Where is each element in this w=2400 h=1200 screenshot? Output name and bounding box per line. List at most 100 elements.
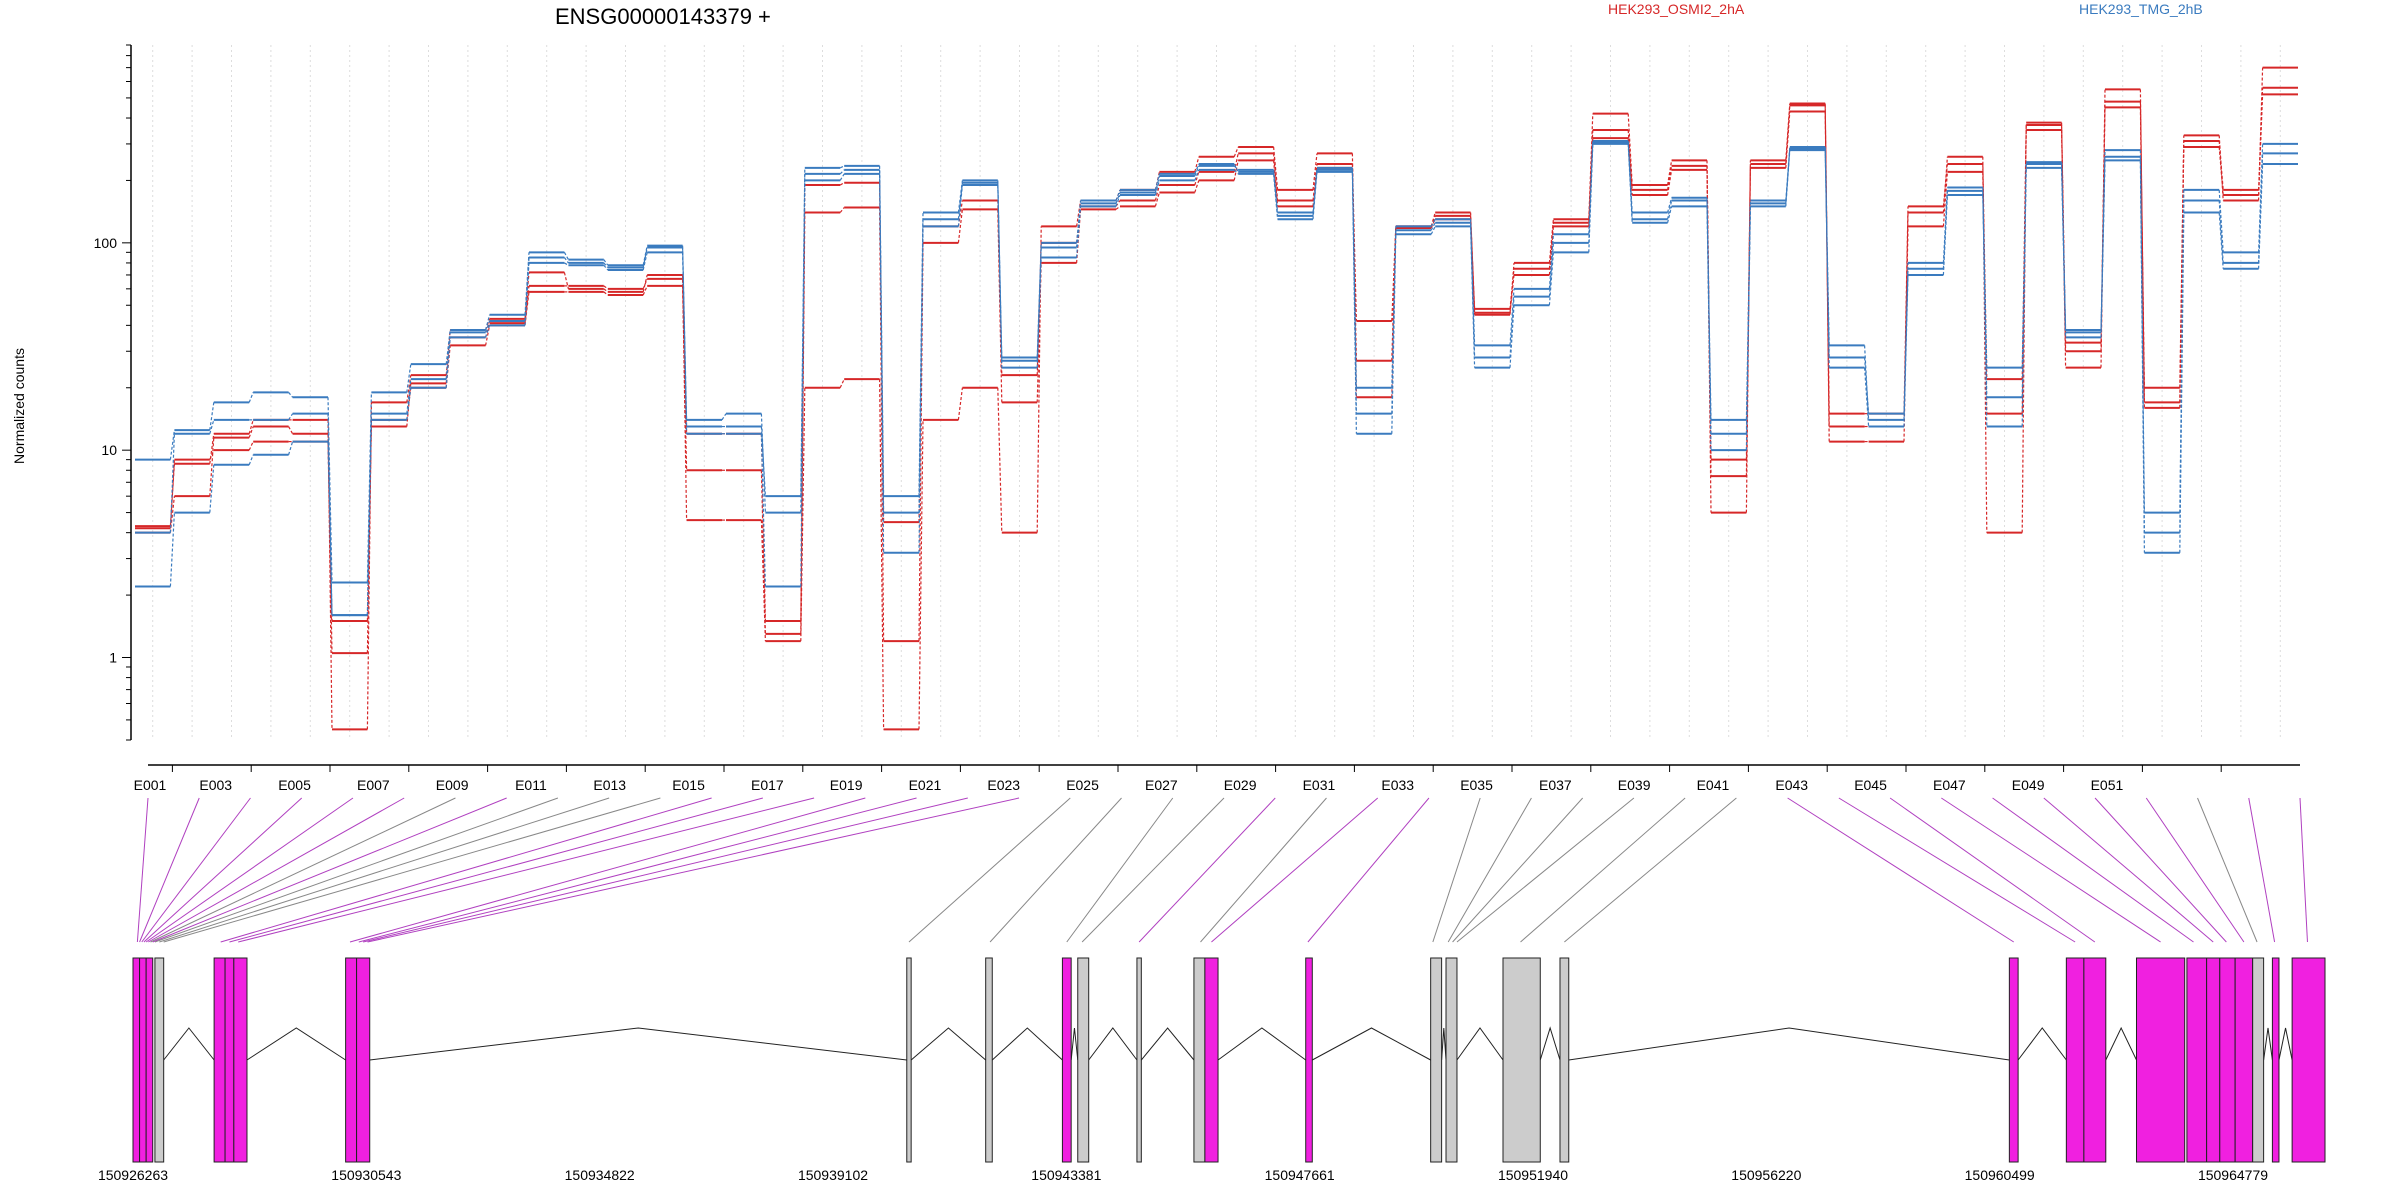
series-step xyxy=(1194,156,1200,173)
intron-line xyxy=(2017,1027,2067,1061)
series-step xyxy=(288,391,294,398)
series-step xyxy=(1036,242,1042,358)
coordinate-label: 150951940 xyxy=(1498,1167,1568,1183)
exon-connector xyxy=(1200,797,1327,943)
series-step xyxy=(485,325,491,346)
exon-connector xyxy=(229,797,763,943)
series-step xyxy=(957,387,963,420)
series-step xyxy=(1627,142,1633,220)
series-5 xyxy=(135,141,2298,617)
series-step xyxy=(1785,103,1791,161)
series-step xyxy=(1627,113,1633,186)
exon-label: E013 xyxy=(593,777,626,793)
exon-block xyxy=(2008,957,2019,1163)
coordinate-label: 150960499 xyxy=(1965,1167,2035,1183)
exon-block xyxy=(139,957,147,1163)
intron-line xyxy=(1088,1027,1138,1061)
series-step xyxy=(1864,357,1870,414)
y-axis-label: Normalized counts xyxy=(11,348,27,464)
series-step xyxy=(169,433,175,533)
exon-label: E003 xyxy=(199,777,232,793)
series-step xyxy=(1154,175,1160,193)
y-axis: 1 10 100 xyxy=(94,44,132,741)
series-step xyxy=(563,257,569,264)
exon-block xyxy=(2206,957,2221,1163)
series-step xyxy=(288,413,294,421)
series-step xyxy=(879,379,885,730)
series-step xyxy=(563,252,569,260)
series-step xyxy=(1115,189,1121,201)
series-step xyxy=(839,173,845,181)
intron-line xyxy=(1070,1027,1079,1061)
series-step xyxy=(1233,165,1239,171)
exon-connector xyxy=(163,797,661,943)
series-step xyxy=(406,375,412,403)
exon-connector xyxy=(1787,797,2015,943)
series-step xyxy=(642,285,648,296)
exon-connector xyxy=(367,797,1020,943)
exon-block xyxy=(985,957,993,1163)
exon-label: E005 xyxy=(278,777,311,793)
series-step xyxy=(445,332,451,380)
exon-label: E007 xyxy=(357,777,390,793)
exon-block xyxy=(1502,957,1541,1163)
series-step xyxy=(957,200,963,227)
series-step xyxy=(1667,160,1673,186)
series-step xyxy=(603,291,609,296)
series-step xyxy=(1194,165,1200,177)
series-step xyxy=(1548,234,1554,289)
exon-connector xyxy=(238,797,815,943)
intron-line xyxy=(1441,1027,1447,1061)
series-step xyxy=(406,387,412,420)
series-step xyxy=(1667,169,1673,196)
series-step xyxy=(2258,153,2264,263)
series-step xyxy=(879,169,885,497)
series-step xyxy=(1233,160,1239,181)
series-step xyxy=(642,274,648,293)
exon-connector xyxy=(1992,797,2194,943)
exon-label: E025 xyxy=(1066,777,1099,793)
series-step xyxy=(760,426,766,497)
series-step xyxy=(1548,242,1554,297)
exon-label: E019 xyxy=(830,777,863,793)
series-step xyxy=(957,209,963,243)
exon-block xyxy=(154,957,165,1163)
series-step xyxy=(1470,222,1476,358)
exon-connector xyxy=(143,797,303,943)
series-step xyxy=(721,413,727,421)
series-step xyxy=(248,419,254,434)
series-step xyxy=(1942,156,1948,213)
series-step xyxy=(1745,203,1751,434)
exon-connector xyxy=(2094,797,2227,943)
genomic-coordinate-labels: 150926263 150930543 150934822 150939102 1509… xyxy=(98,1167,2268,1183)
series-step xyxy=(997,387,1003,533)
series-step xyxy=(1194,171,1200,186)
exon-block xyxy=(2219,957,2236,1163)
exon-connector xyxy=(220,797,712,943)
exon-label: E021 xyxy=(909,777,942,793)
exon-connector xyxy=(1307,797,1430,943)
series-step xyxy=(1233,169,1239,175)
series-step xyxy=(1351,169,1357,388)
exon-label: E011 xyxy=(515,777,547,793)
series-step xyxy=(2061,163,2067,330)
exon-label: E015 xyxy=(672,777,705,793)
exon-connector xyxy=(1447,797,1532,943)
exon-connector xyxy=(1564,797,1737,943)
series-step xyxy=(918,212,924,497)
series-step xyxy=(1076,203,1082,243)
series-step xyxy=(1273,169,1279,216)
series-step xyxy=(209,433,215,464)
series-step xyxy=(485,314,491,331)
exon-block xyxy=(2135,957,2186,1163)
exon-connector xyxy=(1941,797,2161,943)
exon-block xyxy=(233,957,248,1163)
series-step xyxy=(209,419,215,434)
exon-connector xyxy=(1520,797,1686,943)
exon-connector xyxy=(150,797,456,943)
y-tick-label: 1 xyxy=(109,649,117,665)
series-step xyxy=(1667,206,1673,223)
exon-block xyxy=(906,957,912,1163)
coordinate-label: 150926263 xyxy=(98,1167,168,1183)
series-step xyxy=(327,413,333,616)
